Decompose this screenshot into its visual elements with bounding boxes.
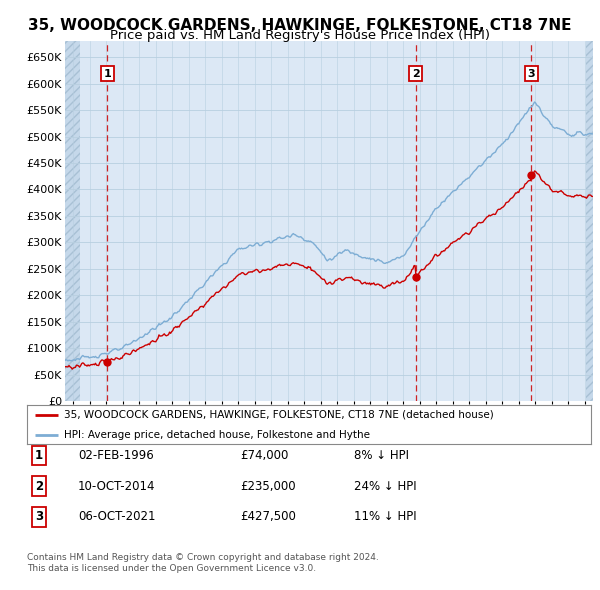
Text: 06-OCT-2021: 06-OCT-2021 — [78, 510, 155, 523]
Text: 3: 3 — [35, 510, 43, 523]
Text: 2: 2 — [412, 68, 419, 78]
Text: 2: 2 — [35, 480, 43, 493]
Text: 11% ↓ HPI: 11% ↓ HPI — [354, 510, 416, 523]
Text: Price paid vs. HM Land Registry's House Price Index (HPI): Price paid vs. HM Land Registry's House … — [110, 30, 490, 42]
Text: 8% ↓ HPI: 8% ↓ HPI — [354, 449, 409, 462]
Text: £235,000: £235,000 — [240, 480, 296, 493]
Text: Contains HM Land Registry data © Crown copyright and database right 2024.: Contains HM Land Registry data © Crown c… — [27, 553, 379, 562]
Bar — [586, 41, 593, 401]
Text: 1: 1 — [103, 68, 111, 78]
Text: 35, WOODCOCK GARDENS, HAWKINGE, FOLKESTONE, CT18 7NE (detached house): 35, WOODCOCK GARDENS, HAWKINGE, FOLKESTO… — [64, 410, 493, 420]
Text: 24% ↓ HPI: 24% ↓ HPI — [354, 480, 416, 493]
Text: 1: 1 — [35, 449, 43, 462]
Text: 10-OCT-2014: 10-OCT-2014 — [78, 480, 155, 493]
Text: HPI: Average price, detached house, Folkestone and Hythe: HPI: Average price, detached house, Folk… — [64, 430, 370, 440]
Text: £74,000: £74,000 — [240, 449, 289, 462]
Text: This data is licensed under the Open Government Licence v3.0.: This data is licensed under the Open Gov… — [27, 564, 316, 573]
Text: 02-FEB-1996: 02-FEB-1996 — [78, 449, 154, 462]
Bar — [65, 41, 80, 401]
Text: £427,500: £427,500 — [240, 510, 296, 523]
Text: 35, WOODCOCK GARDENS, HAWKINGE, FOLKESTONE, CT18 7NE: 35, WOODCOCK GARDENS, HAWKINGE, FOLKESTO… — [28, 18, 572, 32]
Text: 3: 3 — [527, 68, 535, 78]
